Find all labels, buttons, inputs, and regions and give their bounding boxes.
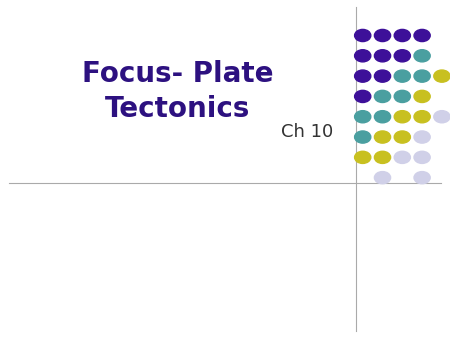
Circle shape [355, 50, 371, 62]
Circle shape [355, 70, 371, 82]
Circle shape [414, 151, 430, 164]
Circle shape [355, 90, 371, 102]
Circle shape [374, 50, 391, 62]
Text: Ch 10: Ch 10 [281, 123, 333, 141]
Circle shape [374, 172, 391, 184]
Circle shape [374, 29, 391, 42]
Circle shape [414, 90, 430, 102]
Circle shape [414, 172, 430, 184]
Circle shape [414, 50, 430, 62]
Circle shape [374, 131, 391, 143]
Circle shape [374, 151, 391, 164]
Circle shape [374, 90, 391, 102]
Circle shape [355, 111, 371, 123]
Circle shape [394, 111, 410, 123]
Circle shape [434, 111, 450, 123]
Circle shape [374, 70, 391, 82]
Circle shape [374, 111, 391, 123]
Circle shape [414, 111, 430, 123]
Circle shape [394, 70, 410, 82]
Circle shape [355, 131, 371, 143]
Circle shape [394, 131, 410, 143]
Circle shape [394, 90, 410, 102]
Text: Focus- Plate
Tectonics: Focus- Plate Tectonics [82, 60, 274, 123]
Circle shape [394, 50, 410, 62]
Circle shape [414, 70, 430, 82]
Circle shape [414, 131, 430, 143]
Circle shape [355, 29, 371, 42]
Circle shape [355, 151, 371, 164]
Circle shape [434, 70, 450, 82]
Circle shape [394, 151, 410, 164]
Circle shape [414, 29, 430, 42]
Circle shape [394, 29, 410, 42]
